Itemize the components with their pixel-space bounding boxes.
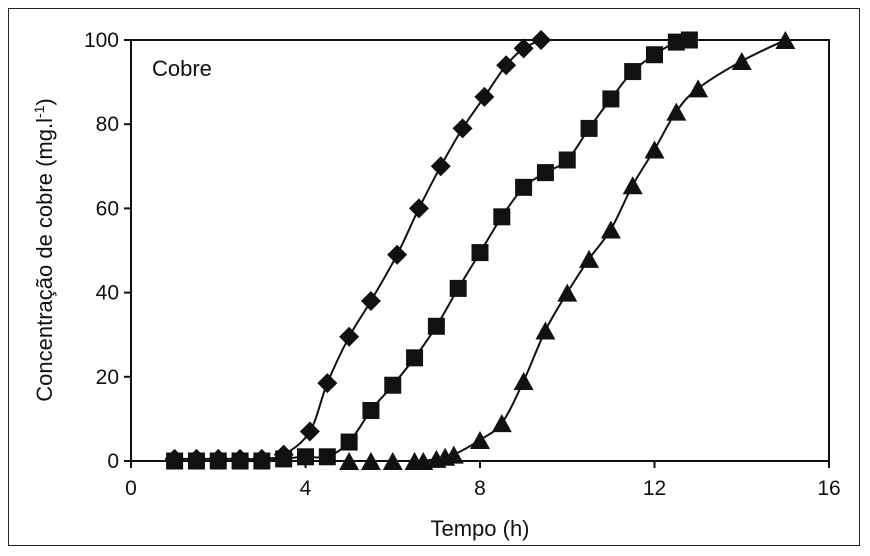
data-point-triangle — [513, 372, 534, 391]
x-axis-label: Tempo (h) — [430, 516, 529, 541]
data-point-square — [602, 90, 620, 108]
x-tick-label: 16 — [817, 477, 840, 500]
data-point-diamond — [360, 291, 381, 312]
data-point-square — [297, 448, 314, 466]
data-point-triangle — [535, 321, 556, 340]
chart-annotation: Cobre — [152, 56, 212, 81]
data-point-triangle — [775, 31, 796, 49]
data-point-diamond — [452, 118, 473, 139]
data-point-triangle — [557, 283, 578, 302]
data-point-diamond — [339, 326, 360, 347]
y-axis-label-main: Concentração de cobre (mg.l — [32, 118, 57, 402]
data-point-square — [275, 450, 293, 468]
data-point-triangle — [443, 445, 464, 464]
data-point-triangle — [382, 452, 403, 470]
y-tick-label: 60 — [96, 197, 119, 220]
data-point-diamond — [474, 86, 495, 107]
data-point-square — [406, 349, 424, 367]
data-point-triangle — [579, 249, 600, 268]
data-point-square — [646, 46, 663, 64]
data-point-diamond — [496, 55, 517, 76]
data-point-square — [624, 63, 642, 81]
data-point-square — [340, 433, 358, 451]
data-point-square — [427, 317, 445, 335]
data-point-triangle — [470, 430, 490, 449]
data-point-triangle — [688, 79, 709, 98]
data-markers — [164, 30, 796, 470]
data-point-square — [384, 376, 402, 394]
data-point-square — [580, 119, 598, 137]
y-axis-label: Concentração de cobre (mg.l-1) — [31, 98, 57, 401]
data-point-diamond — [430, 156, 451, 177]
data-point-square — [558, 151, 576, 169]
data-point-square — [515, 178, 533, 196]
data-point-square — [231, 452, 249, 470]
data-point-triangle — [731, 52, 752, 71]
axes: 0 4 8 12 16 0 20 40 60 80 100 — [84, 29, 841, 500]
data-point-triangle — [360, 452, 381, 470]
data-point-triangle — [339, 452, 360, 470]
data-point-square — [318, 448, 336, 466]
y-axis-label-end: ) — [32, 98, 57, 105]
x-tick-label: 12 — [643, 477, 666, 500]
y-tick-label: 40 — [96, 282, 119, 305]
data-point-square — [471, 244, 489, 262]
y-tick-label: 20 — [96, 366, 119, 389]
data-point-square — [362, 401, 380, 419]
data-point-square — [449, 279, 467, 297]
y-axis-label-superscript: -1 — [31, 105, 47, 118]
data-point-square — [187, 452, 205, 470]
data-point-square — [209, 452, 227, 470]
data-point-square — [493, 208, 511, 226]
y-tick-label: 0 — [107, 450, 119, 473]
data-point-diamond — [531, 30, 552, 50]
data-point-diamond — [317, 373, 338, 394]
y-tick-label: 100 — [84, 29, 119, 52]
data-point-square — [680, 31, 698, 49]
x-tick-label: 8 — [474, 477, 486, 500]
data-point-triangle — [644, 140, 665, 159]
data-point-triangle — [600, 220, 621, 239]
data-point-square — [166, 452, 184, 470]
x-tick-label: 0 — [125, 477, 137, 500]
data-point-square — [536, 164, 554, 182]
data-point-diamond — [408, 198, 429, 219]
data-point-diamond — [387, 244, 408, 265]
data-point-triangle — [491, 414, 512, 433]
series-triangle-curve — [349, 39, 786, 463]
y-tick-label: 80 — [96, 113, 119, 136]
data-point-diamond — [513, 38, 534, 59]
x-tick-label: 4 — [300, 477, 312, 500]
data-point-square — [253, 452, 271, 470]
data-point-triangle — [622, 176, 643, 195]
data-point-square — [667, 33, 685, 51]
data-point-diamond — [299, 421, 320, 442]
data-point-triangle — [666, 102, 687, 121]
